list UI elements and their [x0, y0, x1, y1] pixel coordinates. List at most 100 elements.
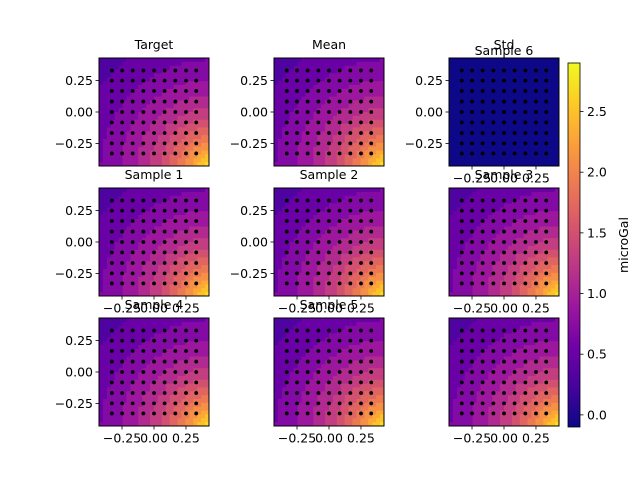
heatmap-cell: [340, 146, 346, 151]
heatmap-cell: [523, 245, 528, 251]
heatmap-cell: [329, 92, 334, 97]
heatmap-cell: [309, 162, 314, 167]
heatmap-cell: [185, 272, 190, 278]
heatmap-cell: [205, 127, 210, 132]
heatmap-cell: [452, 119, 458, 124]
heatmap-cell: [193, 123, 198, 128]
heatmap-cell: [169, 242, 175, 247]
heatmap-cell: [126, 234, 131, 239]
heatmap-cell: [150, 207, 155, 212]
heatmap-cell: [285, 123, 291, 128]
heatmap-cell: [527, 284, 532, 289]
heatmap-cell: [146, 222, 151, 227]
heatmap-cell: [122, 135, 127, 140]
heatmap-cell: [500, 69, 505, 74]
heatmap-cell: [507, 61, 513, 67]
heatmap-cell: [301, 207, 306, 212]
heatmap-cell: [488, 249, 493, 254]
heatmap-cell: [99, 139, 104, 144]
heatmap-cell: [507, 191, 513, 197]
heatmap-cell: [297, 142, 302, 148]
observation-point: [162, 141, 167, 146]
heatmap-cell: [531, 199, 536, 204]
heatmap-cell: [274, 81, 279, 86]
heatmap-cell: [301, 139, 306, 144]
heatmap-cell: [519, 292, 525, 297]
heatmap-cell: [313, 226, 318, 231]
heatmap-cell: [464, 280, 470, 285]
heatmap-cell: [539, 100, 544, 105]
heatmap-cell: [352, 158, 357, 163]
heatmap-cell: [177, 288, 182, 293]
heatmap-cell: [500, 203, 505, 208]
heatmap-cell: [360, 58, 365, 63]
heatmap-cell: [201, 238, 206, 243]
heatmap-cell: [360, 188, 365, 193]
heatmap-cell: [356, 146, 361, 151]
heatmap-cell: [364, 150, 369, 155]
observation-point: [459, 110, 464, 114]
heatmap-cell: [356, 195, 361, 200]
heatmap-cell: [456, 123, 462, 128]
heatmap-cell: [130, 112, 135, 117]
heatmap-cell: [126, 211, 131, 216]
observation-point: [141, 151, 146, 156]
heatmap-cell: [201, 139, 206, 144]
heatmap-cell: [484, 222, 489, 227]
heatmap-cell: [165, 265, 171, 270]
observation-point: [348, 229, 353, 234]
heatmap-cell: [165, 115, 171, 121]
heatmap-cell: [99, 119, 104, 124]
heatmap-cell: [102, 61, 108, 67]
heatmap-cell: [126, 61, 131, 67]
heatmap-cell: [177, 234, 182, 239]
heatmap-cell: [492, 146, 497, 151]
heatmap-cell: [352, 127, 357, 132]
heatmap-cell: [321, 65, 326, 70]
heatmap-cell: [169, 191, 175, 197]
heatmap-cell: [130, 73, 135, 78]
heatmap-cell: [102, 234, 108, 239]
heatmap-cell: [138, 257, 143, 262]
heatmap-cell: [372, 115, 377, 121]
heatmap-cell: [352, 199, 357, 204]
heatmap-cell: [122, 215, 127, 220]
heatmap-cell: [449, 238, 454, 243]
heatmap-cell: [344, 280, 350, 285]
heatmap-cell: [274, 119, 279, 124]
heatmap-cell: [205, 96, 210, 101]
heatmap-cell: [106, 61, 112, 67]
heatmap-cell: [301, 81, 306, 86]
heatmap-cell: [321, 96, 326, 101]
heatmap-cell: [134, 199, 139, 204]
heatmap-cell: [189, 249, 194, 254]
heatmap-cell: [468, 142, 473, 148]
observation-point: [109, 281, 114, 286]
heatmap-cell: [99, 108, 104, 113]
heatmap-cell: [297, 146, 302, 151]
heatmap-cell: [138, 284, 143, 289]
heatmap-cell: [309, 215, 314, 220]
heatmap-cell: [368, 226, 373, 231]
heatmap-cell: [356, 191, 361, 197]
observation-point: [152, 229, 156, 234]
heatmap-cell: [201, 85, 206, 90]
heatmap-cell: [352, 135, 357, 140]
heatmap-cell: [126, 249, 131, 254]
observation-point: [337, 78, 342, 83]
heatmap-cell: [277, 123, 283, 128]
heatmap-cell: [146, 100, 151, 105]
heatmap-cell: [317, 257, 322, 262]
heatmap-cell: [277, 276, 283, 281]
heatmap-cell: [344, 146, 350, 151]
heatmap-cell: [193, 276, 198, 281]
heatmap-cell: [340, 115, 346, 121]
heatmap-cell: [515, 88, 521, 94]
heatmap-cell: [336, 96, 342, 101]
heatmap-cell: [464, 123, 470, 128]
heatmap-cell: [332, 284, 338, 289]
heatmap-cell: [305, 158, 310, 163]
heatmap-cell: [165, 276, 171, 281]
heatmap-cell: [173, 123, 178, 128]
heatmap-cell: [321, 69, 326, 74]
